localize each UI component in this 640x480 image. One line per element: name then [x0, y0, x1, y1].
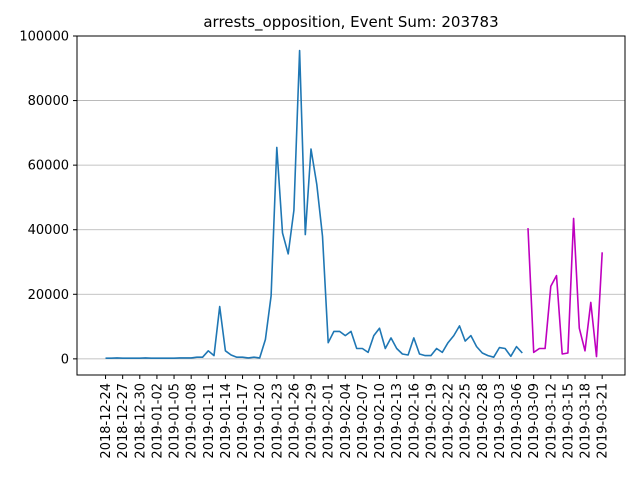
x-tick-label: 2019-01-11 [202, 383, 217, 459]
x-tick-label: 2019-01-23 [270, 383, 285, 459]
series-lines [105, 49, 603, 360]
y-tick-label: 80000 [28, 94, 69, 109]
chart-title: arrests_opposition, Event Sum: 203783 [203, 13, 498, 32]
x-tick-label: 2019-01-26 [287, 383, 302, 459]
x-tick-label: 2019-02-10 [373, 383, 388, 459]
x-tick-label: 2019-02-28 [476, 383, 491, 459]
x-tick-label: 2019-02-04 [339, 383, 354, 459]
x-tick-label: 2019-01-20 [253, 383, 268, 459]
x-tick-label: 2019-02-16 [407, 383, 422, 459]
x-tick-label: 2019-01-05 [168, 383, 183, 459]
x-tick-label: 2018-12-24 [99, 383, 114, 459]
x-axis-ticks: 2018-12-24 2018-12-27 2018-12-30 2019-01-02… [99, 375, 611, 459]
x-tick-label: 2019-03-09 [527, 383, 542, 459]
x-tick-label: 2019-01-02 [150, 383, 165, 459]
x-tick-label: 2019-03-03 [493, 383, 508, 459]
y-axis-ticks: 0 20000 40000 60000 80000 100000 [19, 30, 77, 367]
series-line-1 [105, 49, 523, 360]
x-tick-label: 2019-02-07 [356, 383, 371, 459]
x-tick-label: 2019-03-18 [579, 383, 594, 459]
x-tick-label: 2018-12-30 [133, 383, 148, 459]
x-tick-label: 2019-01-29 [305, 383, 320, 459]
series-line-2 [527, 217, 603, 358]
y-tick-label: 100000 [19, 30, 69, 45]
x-tick-label: 2019-02-22 [442, 383, 457, 459]
x-tick-label: 2019-01-14 [219, 383, 234, 459]
x-tick-label: 2019-02-13 [390, 383, 405, 459]
x-tick-label: 2019-03-15 [561, 383, 576, 459]
x-tick-label: 2019-03-06 [510, 383, 525, 459]
y-tick-label: 60000 [28, 159, 69, 174]
x-tick-label: 2019-01-17 [236, 383, 251, 459]
x-tick-label: 2019-02-01 [322, 383, 337, 459]
plot-frame [76, 35, 626, 376]
y-tick-label: 40000 [28, 223, 69, 238]
x-tick-label: 2019-01-08 [185, 383, 200, 459]
x-tick-label: 2018-12-27 [116, 383, 131, 459]
y-tick-label: 20000 [28, 288, 69, 303]
x-tick-label: 2019-02-19 [424, 383, 439, 459]
y-tick-label: 0 [61, 352, 69, 367]
x-tick-label: 2019-02-25 [459, 383, 474, 459]
x-tick-label: 2019-03-12 [544, 383, 559, 459]
x-tick-label: 2019-03-21 [596, 383, 611, 459]
